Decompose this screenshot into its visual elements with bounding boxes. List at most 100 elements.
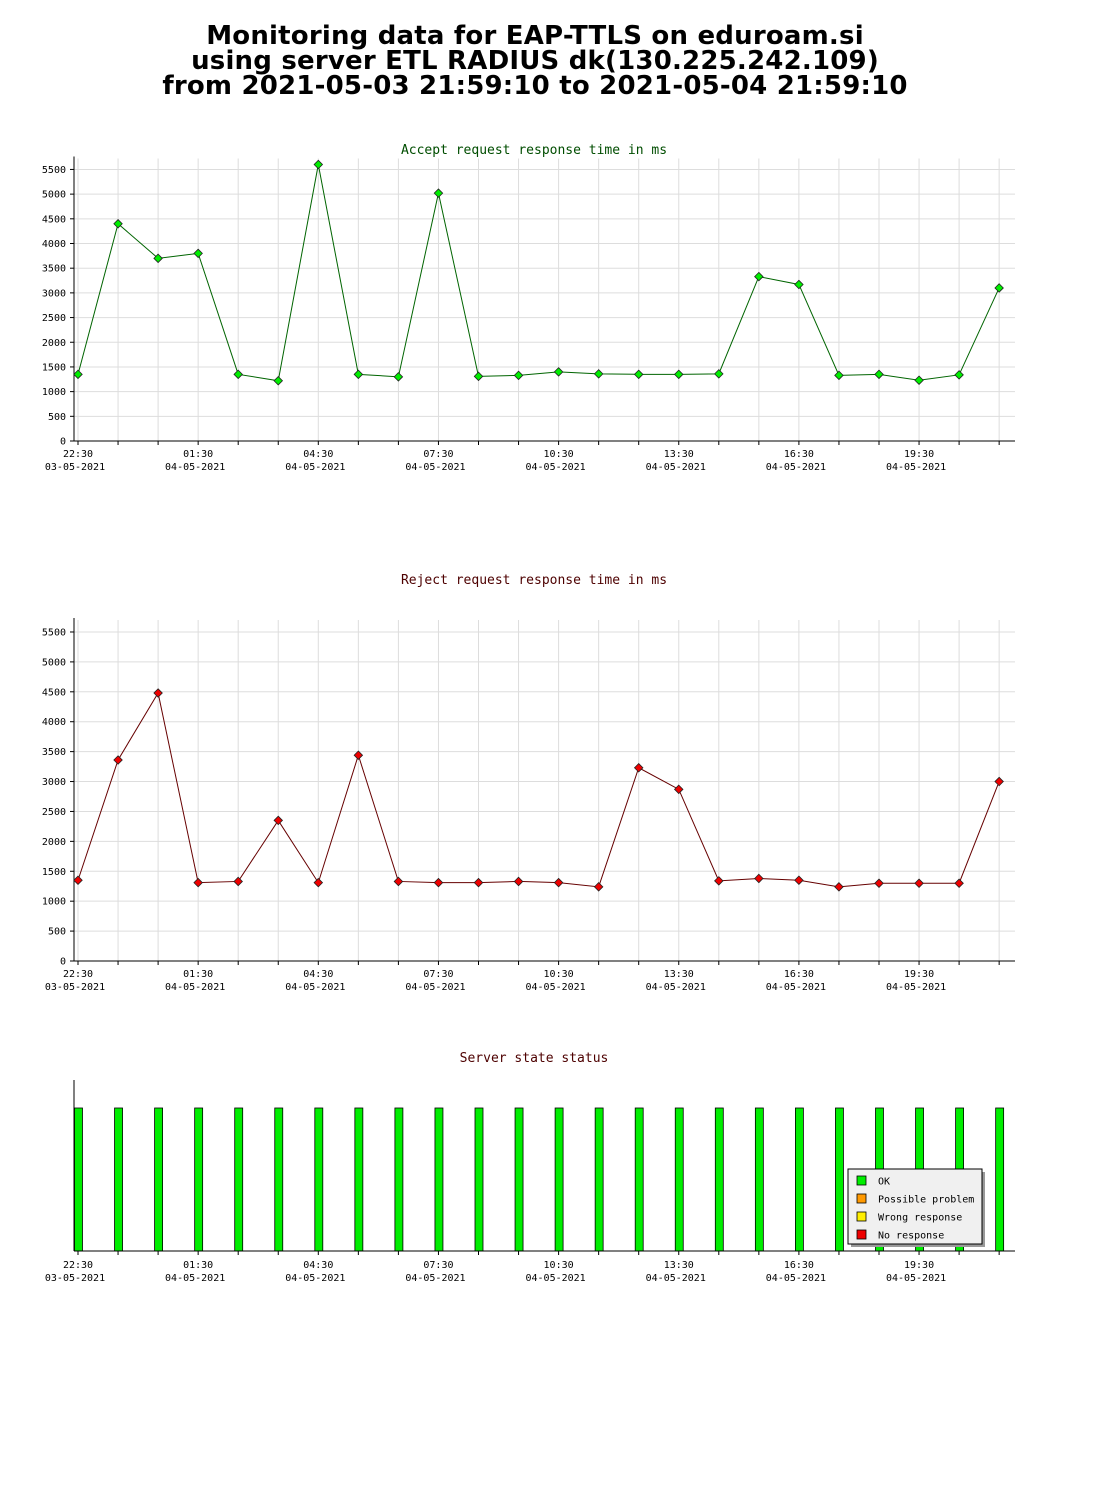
x-tick-time-label: 16:30 <box>784 969 814 980</box>
data-point <box>994 283 1004 293</box>
x-tick-date-label: 04-05-2021 <box>165 462 225 473</box>
y-tick-label: 3000 <box>42 288 66 299</box>
x-tick-date-label: 04-05-2021 <box>766 1273 826 1284</box>
x-tick-date-label: 04-05-2021 <box>165 1273 225 1284</box>
y-tick-label: 2500 <box>42 807 66 818</box>
x-tick-date-label: 04-05-2021 <box>285 982 345 993</box>
data-point <box>73 875 83 886</box>
y-tick-label: 3000 <box>42 777 66 788</box>
y-tick-label: 0 <box>60 957 66 968</box>
series-line <box>77 691 1000 888</box>
data-point <box>273 815 284 826</box>
data-point <box>994 776 1004 787</box>
x-tick-date-label: 04-05-2021 <box>405 462 465 473</box>
status-bar <box>795 1107 804 1252</box>
y-tick-label: 4000 <box>42 239 66 250</box>
data-point <box>633 369 644 380</box>
data-point <box>433 877 444 888</box>
data-point <box>513 370 524 381</box>
y-tick-label: 5500 <box>42 165 66 176</box>
status-bar <box>634 1107 644 1252</box>
status-bar <box>594 1107 604 1252</box>
x-tick-time-label: 07:30 <box>423 1260 453 1271</box>
y-tick-label: 5000 <box>42 657 66 668</box>
data-point <box>393 876 404 887</box>
accept-response-time-chart: Accept request response time in ms 0 500 10… <box>42 143 1015 473</box>
y-tick-label: 4500 <box>42 214 66 225</box>
data-point <box>313 877 324 888</box>
legend-swatch <box>856 1193 867 1204</box>
x-tick-date-label: 04-05-2021 <box>766 462 826 473</box>
data-point <box>553 367 564 377</box>
data-point <box>273 375 284 386</box>
x-tick-time-label: 10:30 <box>544 1260 574 1271</box>
x-tick-time-label: 19:30 <box>904 969 934 980</box>
legend-label: OK <box>878 1177 890 1188</box>
x-tick-date-label: 04-05-2021 <box>646 982 706 993</box>
legend-swatch <box>856 1211 867 1222</box>
legend-label: Wrong response <box>878 1213 962 1224</box>
x-tick-time-label: 19:30 <box>904 449 934 460</box>
x-tick-date-label: 04-05-2021 <box>646 1273 706 1284</box>
x-tick-date-label: 04-05-2021 <box>525 1273 585 1284</box>
x-tick-time-label: 19:30 <box>904 1260 934 1271</box>
page-header: Monitoring data for EAP-TTLS on eduroam.… <box>0 23 1070 101</box>
status-bar <box>114 1107 123 1252</box>
data-point <box>593 369 604 379</box>
y-tick-label: 500 <box>48 927 66 938</box>
data-point <box>553 877 564 888</box>
x-tick-time-label: 16:30 <box>784 1260 814 1271</box>
data-point <box>153 688 163 698</box>
data-point <box>353 369 364 380</box>
y-tick-label: 1500 <box>42 867 66 878</box>
data-point <box>834 370 844 381</box>
data-point <box>834 882 844 892</box>
x-tick-time-label: 04:30 <box>303 1260 333 1271</box>
data-point <box>794 875 804 886</box>
header-line-3: from 2021-05-03 21:59:10 to 2021-05-04 2… <box>162 71 908 101</box>
x-tick-date-label: 03-05-2021 <box>45 462 105 473</box>
data-point <box>754 873 764 884</box>
data-point <box>874 878 884 888</box>
y-tick-label: 2500 <box>42 313 66 324</box>
data-point <box>353 750 364 760</box>
y-tick-label: 1000 <box>42 897 66 908</box>
legend-swatch <box>856 1175 867 1186</box>
x-tick-date-label: 04-05-2021 <box>646 462 706 473</box>
server-state-status-chart: Server state status 22:30 03-05-2021 01:30 0… <box>45 1051 1015 1284</box>
y-tick-label: 500 <box>48 412 66 423</box>
status-bar <box>995 1107 1005 1252</box>
x-tick-date-label: 04-05-2021 <box>285 1273 345 1284</box>
status-bar <box>74 1107 83 1252</box>
data-point <box>233 876 243 887</box>
x-tick-time-label: 01:30 <box>183 969 213 980</box>
data-point <box>914 375 924 386</box>
legend-label: Possible problem <box>878 1195 974 1206</box>
status-bar <box>314 1107 324 1252</box>
chart-title: Accept request response time in ms <box>401 143 667 158</box>
status-bar <box>394 1107 404 1252</box>
status-bar <box>274 1107 284 1252</box>
x-tick-date-label: 04-05-2021 <box>405 1273 465 1284</box>
data-point <box>193 877 203 888</box>
status-bar <box>835 1107 844 1252</box>
data-point <box>954 878 964 888</box>
status-bar <box>434 1107 444 1252</box>
data-point <box>954 370 964 380</box>
x-tick-date-label: 04-05-2021 <box>886 982 946 993</box>
x-tick-time-label: 01:30 <box>183 449 213 460</box>
data-point <box>714 369 724 379</box>
y-tick-label: 5500 <box>42 627 66 638</box>
y-tick-label: 5000 <box>42 190 66 201</box>
x-tick-time-label: 10:30 <box>544 449 574 460</box>
x-tick-time-label: 07:30 <box>423 449 453 460</box>
x-tick-date-label: 04-05-2021 <box>766 982 826 993</box>
data-point <box>714 876 724 886</box>
data-point <box>153 253 163 264</box>
x-tick-time-label: 13:30 <box>664 449 694 460</box>
data-point <box>914 878 924 888</box>
y-tick-label: 1500 <box>42 362 66 373</box>
x-tick-time-label: 13:30 <box>664 969 694 980</box>
x-tick-time-label: 22:30 <box>63 449 93 460</box>
x-tick-date-label: 03-05-2021 <box>45 982 105 993</box>
